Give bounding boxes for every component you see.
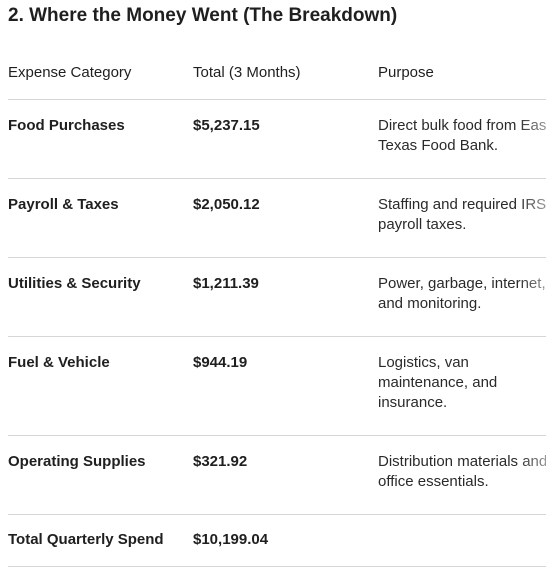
table-body: Food Purchases $5,237.15 Direct bulk foo…	[8, 99, 546, 567]
row-purpose: Power, garbage, internet, and monitoring…	[378, 275, 546, 312]
row-purpose: Staffing and required IRS payroll taxes.	[378, 196, 546, 233]
row-purpose-cell: Direct bulk food from East Texas Food Ba…	[378, 99, 546, 179]
expense-table-container: Expense Category Total (3 Months) Purpos…	[8, 55, 546, 567]
row-purpose-cell: Staffing and required IRS payroll taxes.	[378, 178, 546, 258]
table-row: Food Purchases $5,237.15 Direct bulk foo…	[8, 99, 546, 179]
row-purpose: Distribution materials and office essent…	[378, 453, 546, 490]
header-expense-category: Expense Category	[8, 55, 193, 100]
total-row: Total Quarterly Spend $10,199.04	[8, 514, 546, 567]
table-row: Utilities & Security $1,211.39 Power, ga…	[8, 257, 546, 337]
row-category: Operating Supplies	[8, 435, 193, 515]
row-purpose-cell: Logistics, van maintenance, and insuranc…	[378, 336, 546, 436]
row-total: $5,237.15	[193, 99, 378, 179]
row-purpose: Logistics, van maintenance, and insuranc…	[378, 354, 498, 411]
table-row: Payroll & Taxes $2,050.12 Staffing and r…	[8, 178, 546, 258]
table-row: Fuel & Vehicle $944.19 Logistics, van ma…	[8, 336, 546, 436]
header-row: Expense Category Total (3 Months) Purpos…	[8, 55, 546, 100]
row-purpose: Direct bulk food from East Texas Food Ba…	[378, 117, 546, 154]
row-purpose-cell: Power, garbage, internet, and monitoring…	[378, 257, 546, 337]
row-total: $2,050.12	[193, 178, 378, 258]
total-label: Total Quarterly Spend	[8, 514, 193, 567]
row-purpose-cell: Distribution materials and office essent…	[378, 435, 546, 515]
row-total: $944.19	[193, 336, 378, 436]
expense-breakdown-table: Expense Category Total (3 Months) Purpos…	[8, 55, 546, 567]
header-total: Total (3 Months)	[193, 55, 378, 100]
total-purpose	[378, 514, 546, 567]
row-total: $321.92	[193, 435, 378, 515]
row-category: Payroll & Taxes	[8, 178, 193, 258]
row-total: $1,211.39	[193, 257, 378, 337]
total-value: $10,199.04	[193, 514, 378, 567]
row-category: Utilities & Security	[8, 257, 193, 337]
section-heading: 2. Where the Money Went (The Breakdown)	[8, 5, 398, 26]
table-header: Expense Category Total (3 Months) Purpos…	[8, 55, 546, 100]
row-category: Food Purchases	[8, 99, 193, 179]
table-row: Operating Supplies $321.92 Distribution …	[8, 435, 546, 515]
header-purpose: Purpose	[378, 55, 546, 100]
row-category: Fuel & Vehicle	[8, 336, 193, 436]
